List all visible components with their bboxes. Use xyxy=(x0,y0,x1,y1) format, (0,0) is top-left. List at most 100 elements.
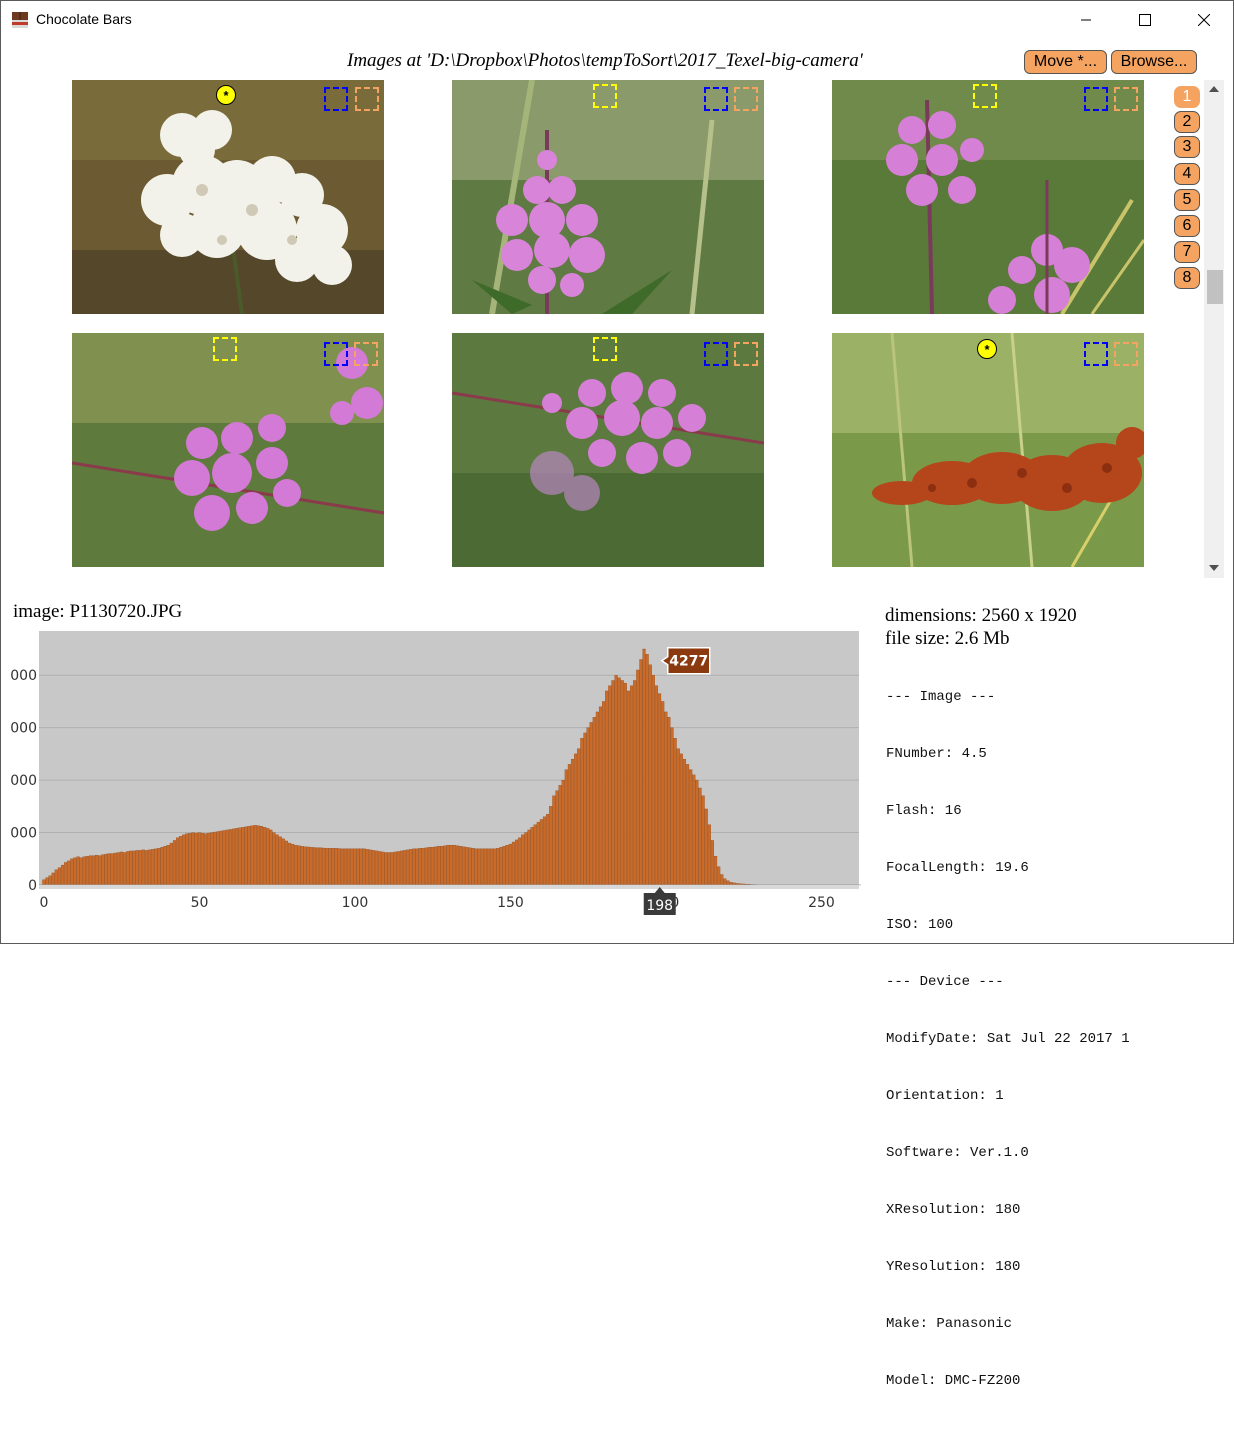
histogram-bar xyxy=(335,848,338,885)
histogram-bar xyxy=(64,862,67,885)
histogram-bar xyxy=(431,847,434,885)
histogram-bar xyxy=(192,833,195,885)
histogram-bar xyxy=(419,848,422,885)
histogram-bar xyxy=(447,845,450,885)
histogram-bar xyxy=(282,839,285,885)
histogram-bar xyxy=(559,785,562,885)
select-box-blue[interactable] xyxy=(1084,342,1108,366)
select-box-orange[interactable] xyxy=(1114,87,1138,111)
thumbnail-5[interactable] xyxy=(452,333,764,567)
histogram-bar xyxy=(444,846,447,885)
histogram-bar xyxy=(521,835,524,885)
page-button-3[interactable]: 3 xyxy=(1174,136,1200,158)
select-box-orange[interactable] xyxy=(734,342,758,366)
thumbnail-4[interactable] xyxy=(72,333,384,567)
select-box-yellow[interactable] xyxy=(593,84,617,108)
thumbnail-1[interactable]: * xyxy=(72,80,384,314)
select-box-orange[interactable] xyxy=(1114,342,1138,366)
histogram-bar xyxy=(441,846,444,885)
y-tick-label: 000 xyxy=(11,826,37,842)
histogram-bar xyxy=(248,826,251,885)
histogram-bar xyxy=(699,788,702,885)
histogram-bar xyxy=(223,830,226,885)
histogram-bar xyxy=(341,849,344,885)
histogram-bar xyxy=(266,828,269,885)
close-icon xyxy=(1198,14,1210,26)
histogram-bar xyxy=(615,675,618,885)
histogram-bar xyxy=(313,848,316,886)
minimize-icon xyxy=(1080,14,1092,26)
histogram-bar xyxy=(77,857,80,885)
x-tick-label: 100 xyxy=(342,895,369,911)
histogram-bar xyxy=(621,680,624,885)
select-box-orange[interactable] xyxy=(355,87,379,111)
histogram-bar xyxy=(344,849,347,885)
browse-button[interactable]: Browse... xyxy=(1111,50,1197,74)
select-box-orange[interactable] xyxy=(354,342,378,366)
histogram-bar xyxy=(437,846,440,885)
histogram-bar xyxy=(577,749,580,885)
minimize-button[interactable] xyxy=(1063,1,1109,39)
page-button-2[interactable]: 2 xyxy=(1174,111,1200,133)
histogram-bar xyxy=(170,843,173,885)
thumbnail-3[interactable] xyxy=(832,80,1144,314)
histogram-bar xyxy=(416,849,419,885)
thumbnail-scrollbar[interactable] xyxy=(1204,80,1224,578)
histogram-bar xyxy=(434,847,437,885)
maximize-icon xyxy=(1139,14,1151,26)
page-button-6[interactable]: 6 xyxy=(1174,215,1200,237)
histogram-bar xyxy=(238,828,241,885)
histogram-bar xyxy=(316,848,319,885)
histogram-bar xyxy=(633,680,636,885)
select-box-blue[interactable] xyxy=(704,342,728,366)
select-box-orange[interactable] xyxy=(734,87,758,111)
histogram-bar xyxy=(562,780,565,885)
histogram-bar xyxy=(565,770,568,885)
select-box-blue[interactable] xyxy=(704,87,728,111)
histogram-bar xyxy=(537,822,540,885)
scroll-thumb[interactable] xyxy=(1207,270,1223,304)
thumbnail-2[interactable] xyxy=(452,80,764,314)
histogram-bar xyxy=(503,846,506,885)
exif-line: Model: DMC-FZ200 xyxy=(886,1372,1166,1391)
app-window: Chocolate Bars Images at 'D:\Dropbox\Pho… xyxy=(0,0,1234,944)
histogram-bar xyxy=(360,849,363,885)
exif-line: Make: Panasonic xyxy=(886,1315,1166,1334)
star-marker[interactable]: * xyxy=(977,339,997,359)
maximize-button[interactable] xyxy=(1122,1,1168,39)
scroll-down-arrow-icon[interactable] xyxy=(1209,565,1219,571)
star-marker[interactable]: * xyxy=(216,85,236,105)
select-box-blue[interactable] xyxy=(324,87,348,111)
histogram-chart: 00000000000000501001502002504277198 xyxy=(11,629,861,919)
close-button[interactable] xyxy=(1181,1,1227,39)
select-box-yellow[interactable] xyxy=(973,84,997,108)
histogram-bar xyxy=(549,806,552,885)
page-button-5[interactable]: 5 xyxy=(1174,189,1200,211)
select-box-blue[interactable] xyxy=(1084,87,1108,111)
photo-fireweed xyxy=(832,80,1144,314)
histogram-bar xyxy=(158,848,161,885)
histogram-bar xyxy=(58,868,61,885)
page-button-4[interactable]: 4 xyxy=(1174,163,1200,185)
page-button-7[interactable]: 7 xyxy=(1174,241,1200,263)
select-box-blue[interactable] xyxy=(324,342,348,366)
histogram-bar xyxy=(167,845,170,885)
select-box-yellow[interactable] xyxy=(593,337,617,361)
histogram-bar xyxy=(375,851,378,885)
thumbnail-6[interactable]: * xyxy=(832,333,1144,567)
histogram-bar xyxy=(624,683,627,885)
move-button[interactable]: Move *... xyxy=(1024,50,1107,74)
histogram-bar xyxy=(74,858,77,885)
histogram-bar xyxy=(509,844,512,885)
histogram-bar xyxy=(388,852,391,885)
histogram-bar xyxy=(260,826,263,885)
histogram-bar xyxy=(235,828,238,885)
histogram-bar xyxy=(217,832,220,885)
select-box-yellow[interactable] xyxy=(213,337,237,361)
exif-line: Software: Ver.1.0 xyxy=(886,1144,1166,1163)
page-button-1[interactable]: 1 xyxy=(1174,86,1200,108)
page-button-8[interactable]: 8 xyxy=(1174,267,1200,289)
scroll-up-arrow-icon[interactable] xyxy=(1209,86,1219,92)
histogram-bar xyxy=(490,849,493,885)
histogram-bar xyxy=(198,833,201,885)
